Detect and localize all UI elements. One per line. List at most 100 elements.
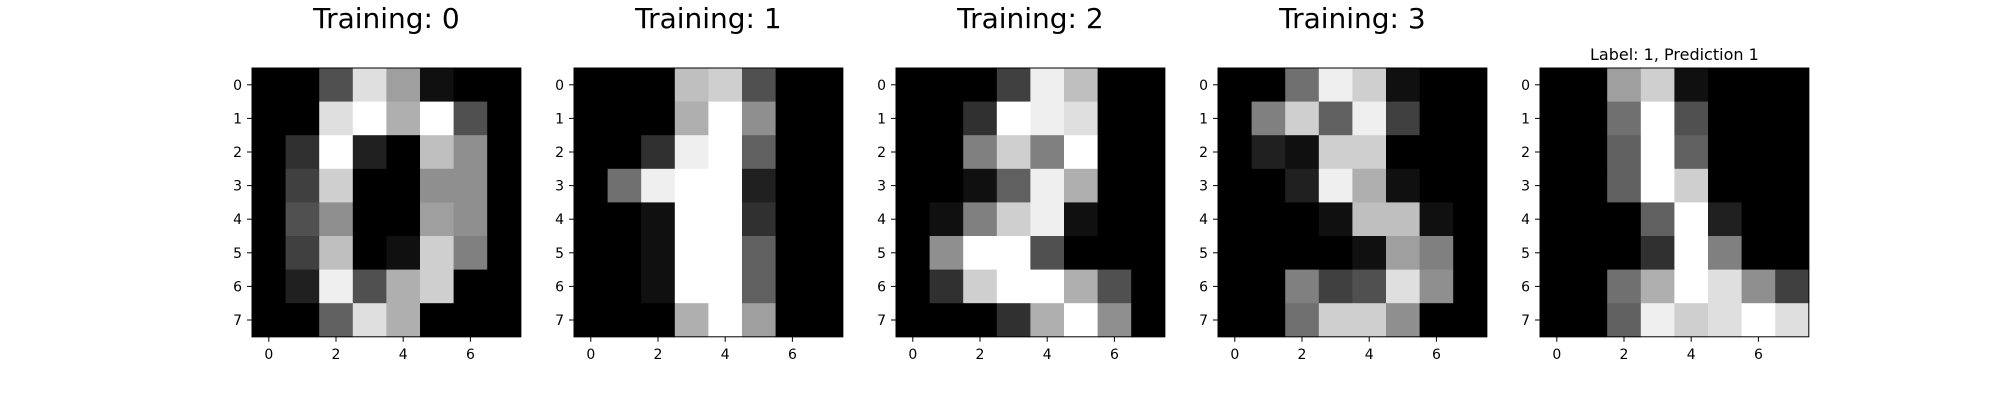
pixel-cell: [996, 303, 1031, 338]
pixel-cell: [1607, 269, 1642, 304]
pixel-cell: [996, 269, 1031, 304]
pixel-cell: [386, 101, 421, 136]
pixel-cell: [809, 101, 844, 136]
pixel-cell: [574, 68, 608, 102]
pixel-cell: [1674, 269, 1709, 304]
pixel-cell: [420, 68, 454, 102]
pixel-cell: [1640, 269, 1675, 304]
pixel-cell: [386, 68, 421, 102]
pixel-cell: [252, 269, 286, 304]
pixel-cell: [352, 135, 387, 170]
pixel-cell: [574, 236, 608, 270]
pixel-cell: [708, 135, 743, 170]
y-tick-label: 5: [1521, 246, 1530, 262]
pixel-cell: [352, 269, 387, 304]
pixel-cell: [1285, 135, 1320, 170]
pixel-cell: [775, 135, 810, 170]
pixel-cell: [1285, 303, 1320, 338]
pixel-cell: [674, 202, 709, 237]
pixel-cell: [285, 135, 320, 170]
pixel-cell: [1453, 303, 1488, 338]
pixel-cell: [352, 202, 387, 237]
pixel-cell: [453, 236, 488, 270]
y-tick-label: 4: [233, 212, 242, 228]
pixel-cell: [574, 303, 608, 338]
pixel-cell: [487, 269, 522, 304]
pixel-cell: [252, 202, 286, 237]
pixel-cell: [1708, 101, 1742, 136]
pixel-cell: [929, 202, 964, 237]
pixel-cell: [386, 236, 421, 270]
y-tick-label: 6: [877, 279, 886, 295]
pixel-cell: [775, 269, 810, 304]
y-tick-label: 2: [877, 145, 886, 161]
pixel-cell: [453, 135, 488, 170]
pixel-cell: [319, 168, 354, 203]
digit-panel-0: Training: 0 0 1 2 3 4 5 6 7 0 2 4 6: [233, 2, 522, 363]
pixel-cell: [1453, 236, 1488, 270]
y-tick-label: 4: [1199, 212, 1208, 228]
pixel-cell: [285, 68, 320, 102]
x-tick-label: 6: [788, 347, 797, 363]
x-tick-label: 0: [1230, 347, 1239, 363]
pixel-cell: [996, 101, 1031, 136]
pixel-cell: [1097, 135, 1132, 170]
x-tick-label: 4: [721, 347, 730, 363]
pixel-cell: [386, 135, 421, 170]
pixel-cell: [420, 269, 454, 304]
pixel-cell: [1386, 236, 1420, 270]
pixel-cell: [742, 303, 776, 338]
pixel-cell: [896, 269, 930, 304]
pixel-cell: [1285, 269, 1320, 304]
y-tick-label: 6: [233, 279, 242, 295]
pixel-cell: [1386, 303, 1420, 338]
pixel-cell: [742, 202, 776, 237]
pixel-cell: [1318, 135, 1353, 170]
y-tick-label: 1: [1521, 111, 1530, 127]
pixel-cell: [1131, 135, 1166, 170]
pixel-cell: [896, 135, 930, 170]
y-tick-label: 5: [877, 246, 886, 262]
y-tick-label: 7: [555, 313, 564, 329]
digit-panel-3: Training: 3 0 1 2 3 4 5 6 7 0 2 4 6: [1199, 2, 1488, 363]
x-tick-label: 6: [466, 347, 475, 363]
pixel-cell: [352, 168, 387, 203]
pixel-cell: [1708, 303, 1742, 338]
pixel-cell: [1386, 135, 1420, 170]
x-tick-label: 2: [332, 347, 341, 363]
pixel-cell: [1419, 168, 1454, 203]
pixel-cell: [352, 68, 387, 102]
pixel-cell: [1453, 101, 1488, 136]
y-tick-label: 6: [555, 279, 564, 295]
y-tick-label: 0: [555, 78, 564, 94]
pixel-cell: [1030, 269, 1065, 304]
pixel-cell: [641, 202, 676, 237]
digit-panel-1: Training: 1 0 1 2 3 4 5 6 7 0 2 4 6: [555, 2, 844, 363]
axes-frame: [251, 67, 522, 338]
pixel-cell: [252, 68, 286, 102]
pixel-cell: [1674, 168, 1709, 203]
pixel-cell: [386, 303, 421, 338]
pixel-cell: [1573, 135, 1608, 170]
pixel-cell: [896, 303, 930, 338]
pixel-cell: [1741, 202, 1776, 237]
pixel-cell: [1251, 236, 1286, 270]
pixel-cell: [963, 168, 998, 203]
pixel-cell: [996, 236, 1031, 270]
pixel-cell: [1775, 168, 1810, 203]
pixel-cell: [809, 202, 844, 237]
pixel-cell: [1640, 68, 1675, 102]
x-tick-label: 4: [1687, 347, 1696, 363]
pixel-cell: [285, 236, 320, 270]
pixel-cell: [1318, 68, 1353, 102]
pixel-cell: [1674, 101, 1709, 136]
y-tick-label: 4: [877, 212, 886, 228]
pixel-cell: [1352, 303, 1387, 338]
y-tick-label: 7: [877, 313, 886, 329]
pixel-cell: [607, 269, 642, 304]
pixel-cell: [1251, 269, 1286, 304]
pixel-cell: [1419, 303, 1454, 338]
pixel-cell: [1318, 303, 1353, 338]
pixel-cell: [896, 236, 930, 270]
